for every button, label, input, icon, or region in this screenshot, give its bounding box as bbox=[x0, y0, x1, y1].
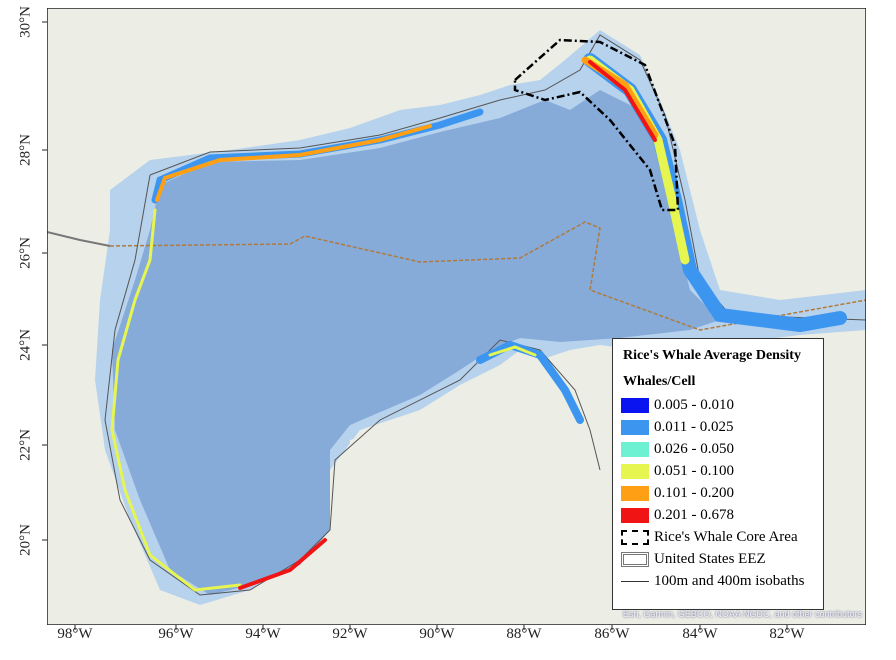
color-swatch bbox=[621, 507, 649, 523]
lon-label: 84°W bbox=[682, 626, 718, 642]
eez-label: United States EEZ bbox=[654, 550, 766, 567]
density-bands bbox=[110, 53, 847, 592]
legend-title: Rice's Whale Average Density bbox=[623, 348, 801, 363]
color-swatch bbox=[621, 419, 649, 435]
lon-label: 92°W bbox=[332, 626, 368, 642]
axis-ticks bbox=[42, 21, 788, 630]
legend-class: 0.005 - 0.010 bbox=[621, 394, 815, 416]
lon-label: 90°W bbox=[419, 626, 455, 642]
lat-label: 26°N bbox=[17, 237, 34, 269]
map-attribution: Esri, Garmin, GEBCO, NOAA NGDC, and othe… bbox=[622, 609, 862, 619]
mexico-us-border bbox=[47, 231, 111, 247]
lon-label: 82°W bbox=[769, 626, 805, 642]
lat-label: 22°N bbox=[17, 429, 34, 461]
color-swatch bbox=[621, 485, 649, 501]
us-eez-boundary bbox=[109, 221, 866, 331]
lon-label: 98°W bbox=[57, 626, 93, 642]
color-swatch bbox=[621, 463, 649, 479]
legend-eez: United States EEZ bbox=[621, 548, 815, 570]
core-area-swatch bbox=[621, 529, 649, 545]
map-legend: Rice's Whale Average Density Whales/Cell… bbox=[612, 338, 824, 610]
lat-label: 30°N bbox=[17, 6, 34, 38]
eez-swatch bbox=[621, 551, 649, 567]
legend-subtitle: Whales/Cell bbox=[623, 374, 696, 389]
legend-class: 0.051 - 0.100 bbox=[621, 460, 815, 482]
legend-class: 0.026 - 0.050 bbox=[621, 438, 815, 460]
lat-label: 20°N bbox=[17, 524, 34, 556]
legend-class: 0.011 - 0.025 bbox=[621, 416, 815, 438]
legend-class: 0.201 - 0.678 bbox=[621, 504, 815, 526]
class-label: 0.051 - 0.100 bbox=[654, 462, 734, 479]
class-label: 0.201 - 0.678 bbox=[654, 506, 734, 523]
class-label: 0.005 - 0.010 bbox=[654, 396, 734, 413]
legend-isobaths: 100m and 400m isobaths bbox=[621, 570, 815, 592]
lon-label: 88°W bbox=[506, 626, 542, 642]
legend-class: 0.101 - 0.200 bbox=[621, 482, 815, 504]
lon-label: 96°W bbox=[158, 626, 194, 642]
core-area-boundary bbox=[513, 38, 680, 212]
yucatan-land bbox=[320, 350, 610, 625]
lon-label: 94°W bbox=[245, 626, 281, 642]
class-label: 0.026 - 0.050 bbox=[654, 440, 734, 457]
class-label: 0.101 - 0.200 bbox=[654, 484, 734, 501]
lat-label: 24°N bbox=[17, 329, 34, 361]
gulf-deep bbox=[112, 90, 720, 595]
isobath-label: 100m and 400m isobaths bbox=[654, 572, 805, 589]
lat-label: 28°N bbox=[17, 134, 34, 166]
legend-core-area: Rice's Whale Core Area bbox=[621, 526, 815, 548]
lon-label: 86°W bbox=[594, 626, 630, 642]
isobath-swatch bbox=[621, 580, 649, 582]
core-area-label: Rice's Whale Core Area bbox=[654, 528, 798, 545]
class-label: 0.011 - 0.025 bbox=[654, 418, 734, 435]
color-swatch bbox=[621, 397, 649, 413]
color-swatch bbox=[621, 441, 649, 457]
